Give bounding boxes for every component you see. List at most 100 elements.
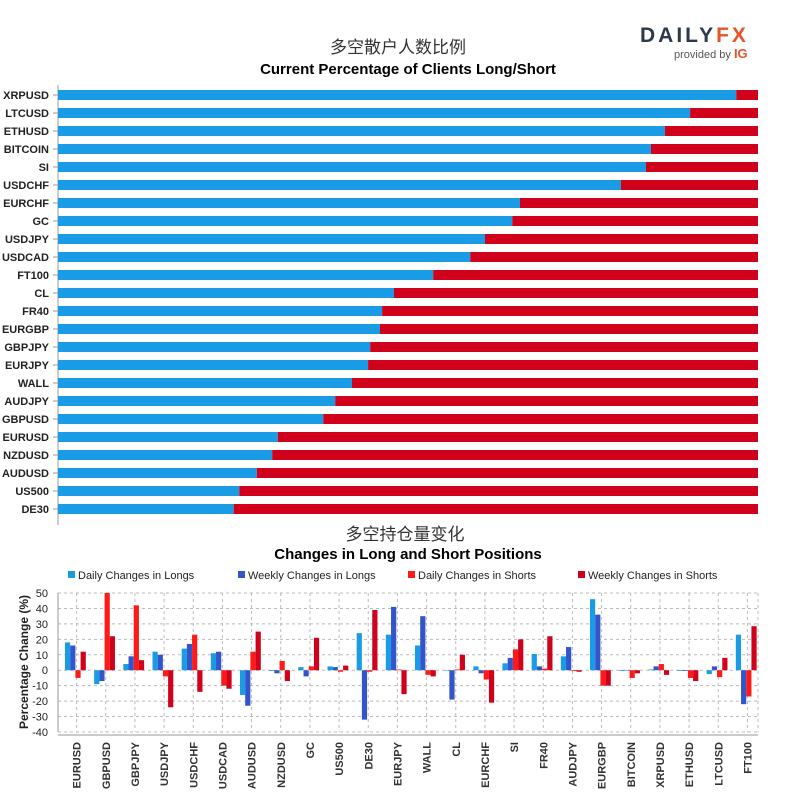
change-bar — [337, 670, 344, 672]
long-bar — [58, 288, 394, 298]
change-bar — [269, 670, 275, 671]
change-bar — [361, 670, 368, 720]
change-bar — [600, 670, 606, 686]
top-category-label: LTCUSD — [5, 108, 49, 120]
top-category-label: FT100 — [17, 270, 49, 282]
long-bar — [58, 432, 278, 442]
change-bar — [80, 651, 86, 671]
legend-swatch — [68, 571, 75, 578]
change-bar — [624, 670, 630, 671]
dailyfx-logo: DAILYFX provided by IG — [640, 24, 760, 61]
change-bar — [70, 645, 76, 671]
change-bar — [459, 654, 465, 671]
x-category-label: GC — [305, 742, 317, 759]
long-bar — [58, 306, 383, 316]
change-bar — [343, 665, 349, 671]
short-bar — [664, 126, 758, 136]
change-bar — [415, 645, 421, 671]
top-category-label: WALL — [18, 378, 49, 390]
change-bar — [391, 606, 397, 671]
change-bar — [192, 634, 198, 671]
change-bar — [571, 670, 577, 671]
y-tick-label: 30 — [36, 619, 48, 631]
change-bar — [274, 670, 280, 674]
change-bar — [109, 636, 115, 671]
long-bar — [58, 504, 234, 514]
change-bar — [653, 666, 659, 671]
long-bar — [58, 252, 471, 262]
change-bar — [576, 670, 582, 672]
top-category-label: ETHUSD — [4, 126, 49, 138]
change-bar — [123, 664, 129, 671]
change-bar — [751, 626, 757, 671]
x-category-label: USDJPY — [159, 741, 171, 786]
change-bar — [420, 616, 426, 671]
change-bar — [216, 651, 222, 671]
change-bar — [473, 666, 479, 671]
legend-swatch — [578, 571, 585, 578]
x-category-label: CL — [451, 742, 463, 757]
y-tick-label: -40 — [32, 727, 48, 739]
change-bar — [284, 670, 290, 682]
x-category-label: EURCHF — [480, 742, 492, 788]
change-bar — [221, 670, 227, 686]
short-bar — [620, 180, 758, 190]
x-category-label: FR40 — [538, 742, 550, 769]
x-category-label: WALL — [422, 742, 434, 773]
change-bar — [152, 651, 158, 671]
long-bar — [58, 450, 273, 460]
change-bar — [488, 670, 495, 703]
change-bar — [162, 670, 169, 677]
x-category-label: DE30 — [363, 742, 375, 770]
change-bar — [197, 670, 203, 692]
y-tick-label: 40 — [36, 603, 48, 615]
logo-sub-text: provided by — [674, 49, 731, 61]
change-bar — [444, 670, 450, 671]
bottom-chart-title: Changes in Long and Short Positions — [274, 546, 542, 563]
change-bar — [560, 656, 567, 671]
change-bar — [327, 666, 333, 671]
short-bar — [650, 144, 758, 154]
change-bar — [138, 660, 145, 671]
y-axis-label: Percentage Change (%) — [17, 595, 31, 729]
long-bar — [58, 90, 737, 100]
change-bar — [250, 651, 256, 671]
change-bar — [279, 660, 285, 671]
change-bar — [94, 670, 100, 685]
x-category-label: EURJPY — [392, 741, 404, 786]
change-bar — [255, 631, 261, 671]
short-bar — [646, 162, 758, 172]
change-bar — [658, 664, 664, 671]
top-category-label: BITCOIN — [4, 144, 49, 156]
top-category-label: USDCAD — [2, 252, 49, 264]
top-category-label: GBPUSD — [2, 414, 49, 426]
top-category-label: CL — [34, 288, 49, 300]
short-bar — [233, 504, 758, 514]
change-bar — [483, 670, 489, 680]
short-bar — [512, 216, 758, 226]
change-bar — [128, 656, 134, 671]
long-bar — [58, 342, 371, 352]
logo-fx-text: FX — [716, 24, 749, 47]
change-bar — [706, 670, 712, 675]
change-bar — [226, 670, 232, 689]
top-category-label: SI — [39, 162, 49, 174]
change-bar — [65, 642, 71, 671]
change-bar — [210, 653, 217, 671]
x-category-label: AUDJPY — [567, 741, 579, 786]
change-bar — [531, 654, 537, 671]
change-bar — [245, 670, 251, 706]
change-bar — [313, 637, 320, 671]
top-category-label: EURCHF — [3, 198, 49, 210]
y-tick-label: -10 — [32, 681, 48, 693]
change-bar — [663, 670, 670, 675]
change-bar — [590, 599, 596, 671]
short-bar — [323, 414, 758, 424]
change-bar — [741, 670, 747, 705]
short-bar — [352, 378, 758, 388]
legend-label: Weekly Changes in Shorts — [588, 570, 718, 582]
change-bar — [634, 670, 640, 674]
change-bar — [396, 669, 402, 671]
x-category-label: BITCOIN — [626, 742, 638, 787]
short-bar — [736, 90, 758, 100]
